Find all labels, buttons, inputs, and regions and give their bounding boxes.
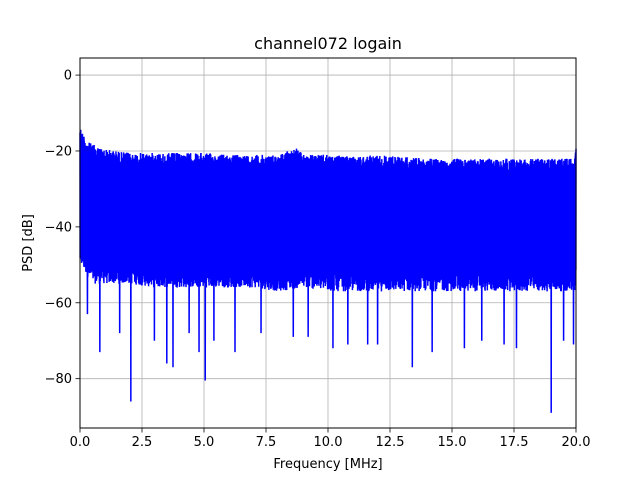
- y-tick-label: −40: [45, 220, 72, 235]
- chart-title: channel072 logain: [254, 34, 402, 53]
- x-tick-label: 17.5: [500, 435, 529, 450]
- y-axis-label: PSD [dB]: [21, 214, 36, 272]
- x-axis-label: Frequency [MHz]: [273, 457, 382, 472]
- psd-trace-line: [79, 129, 577, 413]
- x-tick-label: 12.5: [376, 435, 405, 450]
- y-tick-label: −20: [45, 144, 72, 159]
- x-tick-label: 7.5: [256, 435, 277, 450]
- x-tick-label: 20.0: [562, 435, 591, 450]
- x-tick-label: 15.0: [438, 435, 467, 450]
- plot-area: [79, 57, 577, 429]
- y-tick-label: −80: [45, 372, 72, 387]
- x-tick-label: 2.5: [132, 435, 153, 450]
- psd-series: [79, 129, 577, 413]
- x-axis: 0.0 2.5 5.0 7.5 10.0 12.5 15.0 17.5 20.0: [70, 428, 591, 450]
- y-tick-label: 0: [64, 69, 72, 84]
- y-tick-label: −60: [45, 296, 72, 311]
- x-tick-label: 0.0: [70, 435, 91, 450]
- x-tick-label: 5.0: [194, 435, 215, 450]
- y-axis: 0 −20 −40 −60 −80: [45, 69, 80, 387]
- x-tick-label: 10.0: [314, 435, 343, 450]
